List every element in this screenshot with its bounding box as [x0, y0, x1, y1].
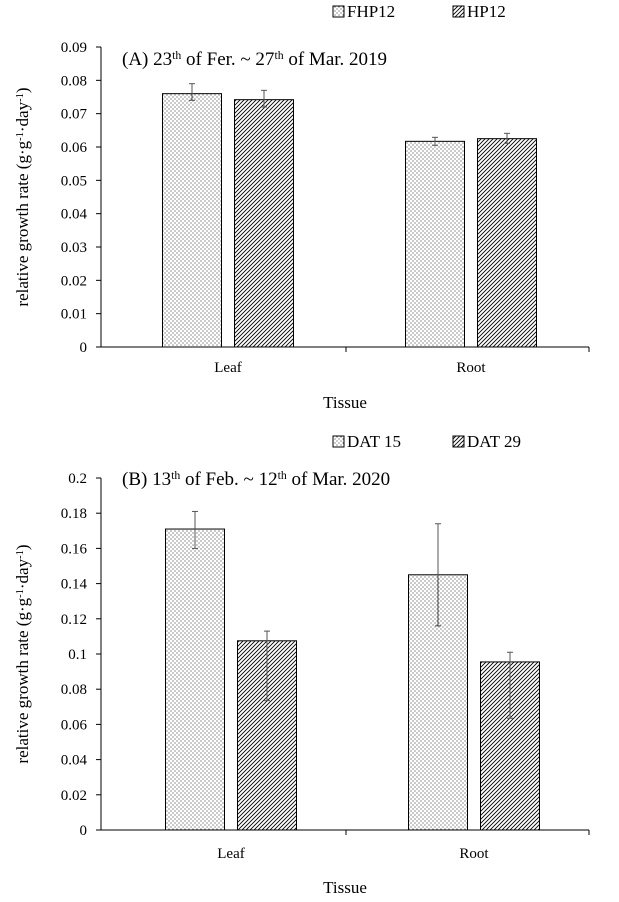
y-tick-label: 0.08: [61, 682, 87, 698]
x-category-label: Leaf: [214, 360, 241, 376]
y-tick-label: 0.02: [61, 788, 87, 804]
legend-swatch: [332, 435, 345, 448]
y-tick-label: 0.16: [61, 541, 88, 557]
x-axis-label: Tissue: [323, 878, 367, 897]
y-axis-label-sup: -1: [15, 93, 26, 102]
panel-title-text: (B) 13: [122, 469, 171, 490]
y-tick-label: 0.1: [68, 647, 87, 663]
y-axis-label-text: ): [13, 87, 32, 93]
y-tick-label: 0.18: [61, 506, 87, 522]
y-axis-label-text: relative growth rate (g·g: [13, 597, 32, 763]
panel-title: (A) 23th of Fer. ~ 27th of Mar. 2019: [122, 49, 387, 71]
y-tick-label: 0.03: [61, 240, 87, 256]
y-axis-label-sup: -1: [15, 132, 26, 141]
y-axis-label: relative growth rate (g·g-1·day-1): [13, 544, 32, 763]
panel-title: (B) 13th of Feb. ~ 12th of Mar. 2020: [122, 469, 390, 491]
bar-hp12-leaf: [234, 99, 294, 348]
y-axis-label-sup: -1: [15, 589, 26, 598]
y-axis-label-sup: -1: [15, 550, 26, 559]
bar-hp12-root: [477, 138, 537, 348]
y-tick-label: 0.04: [61, 753, 88, 769]
y-tick-label: 0.06: [61, 140, 88, 156]
legend-label: DAT 15: [347, 432, 401, 451]
y-axis-label-text: ·day: [13, 558, 32, 589]
y-tick-label: 0.12: [61, 612, 87, 628]
bar-fhp12-root: [405, 140, 465, 348]
y-tick-label: 0.2: [68, 471, 87, 487]
panel-title-sup: th: [278, 469, 287, 482]
legend-swatch: [332, 5, 345, 18]
y-tick-label: 0.06: [61, 717, 88, 733]
legend-label: HP12: [467, 2, 506, 21]
y-axis-label-text: ): [13, 544, 32, 550]
legend-label: FHP12: [347, 2, 395, 21]
y-axis-label-text: relative growth rate (g·g: [13, 140, 32, 306]
y-axis-label-text: ·day: [13, 101, 32, 132]
y-tick-label: 0: [80, 823, 88, 839]
panel-title-sup: th: [172, 49, 181, 62]
y-tick-label: 0.08: [61, 73, 87, 89]
panel-title-text: of Mar. 2020: [287, 469, 390, 490]
legend-label: DAT 29: [467, 432, 521, 451]
bar-fhp12-leaf: [162, 93, 222, 348]
panel-title-sup: th: [171, 469, 180, 482]
y-tick-label: 0.04: [61, 207, 88, 223]
bar-dat-15-leaf: [165, 528, 225, 831]
x-category-label: Leaf: [217, 846, 244, 862]
y-tick-label: 0.01: [61, 307, 87, 323]
panel-title-text: of Mar. 2019: [284, 49, 387, 70]
y-tick-label: 0.14: [61, 577, 88, 593]
legend-swatch: [452, 5, 465, 18]
chart-panel-b: 0 0.02 0.04 0.06 0.08 0.1 0.12 0.14 0.16 0.18 0.2 L…: [13, 432, 590, 897]
y-tick-label: 0.09: [61, 40, 87, 56]
panel-title-sup: th: [274, 49, 283, 62]
y-tick-label: 0.05: [61, 173, 87, 189]
x-category-label: Root: [456, 360, 486, 376]
y-tick-label: 0.07: [61, 107, 88, 123]
x-axis-label: Tissue: [323, 393, 367, 412]
y-axis-label: relative growth rate (g·g-1·day-1): [13, 87, 32, 306]
y-tick-label: 0.02: [61, 273, 87, 289]
y-tick-label: 0: [80, 340, 88, 356]
panel-title-text: of Feb. ~ 12: [180, 469, 277, 490]
panel-title-text: of Fer. ~ 27: [181, 49, 274, 70]
panel-title-text: (A) 23: [122, 49, 172, 70]
x-category-label: Root: [459, 846, 489, 862]
chart-panel-a: 0 0.01 0.02 0.03 0.04 0.05 0.06 0.07 0.08 0.09 Lea…: [13, 2, 590, 412]
legend-swatch: [452, 435, 465, 448]
